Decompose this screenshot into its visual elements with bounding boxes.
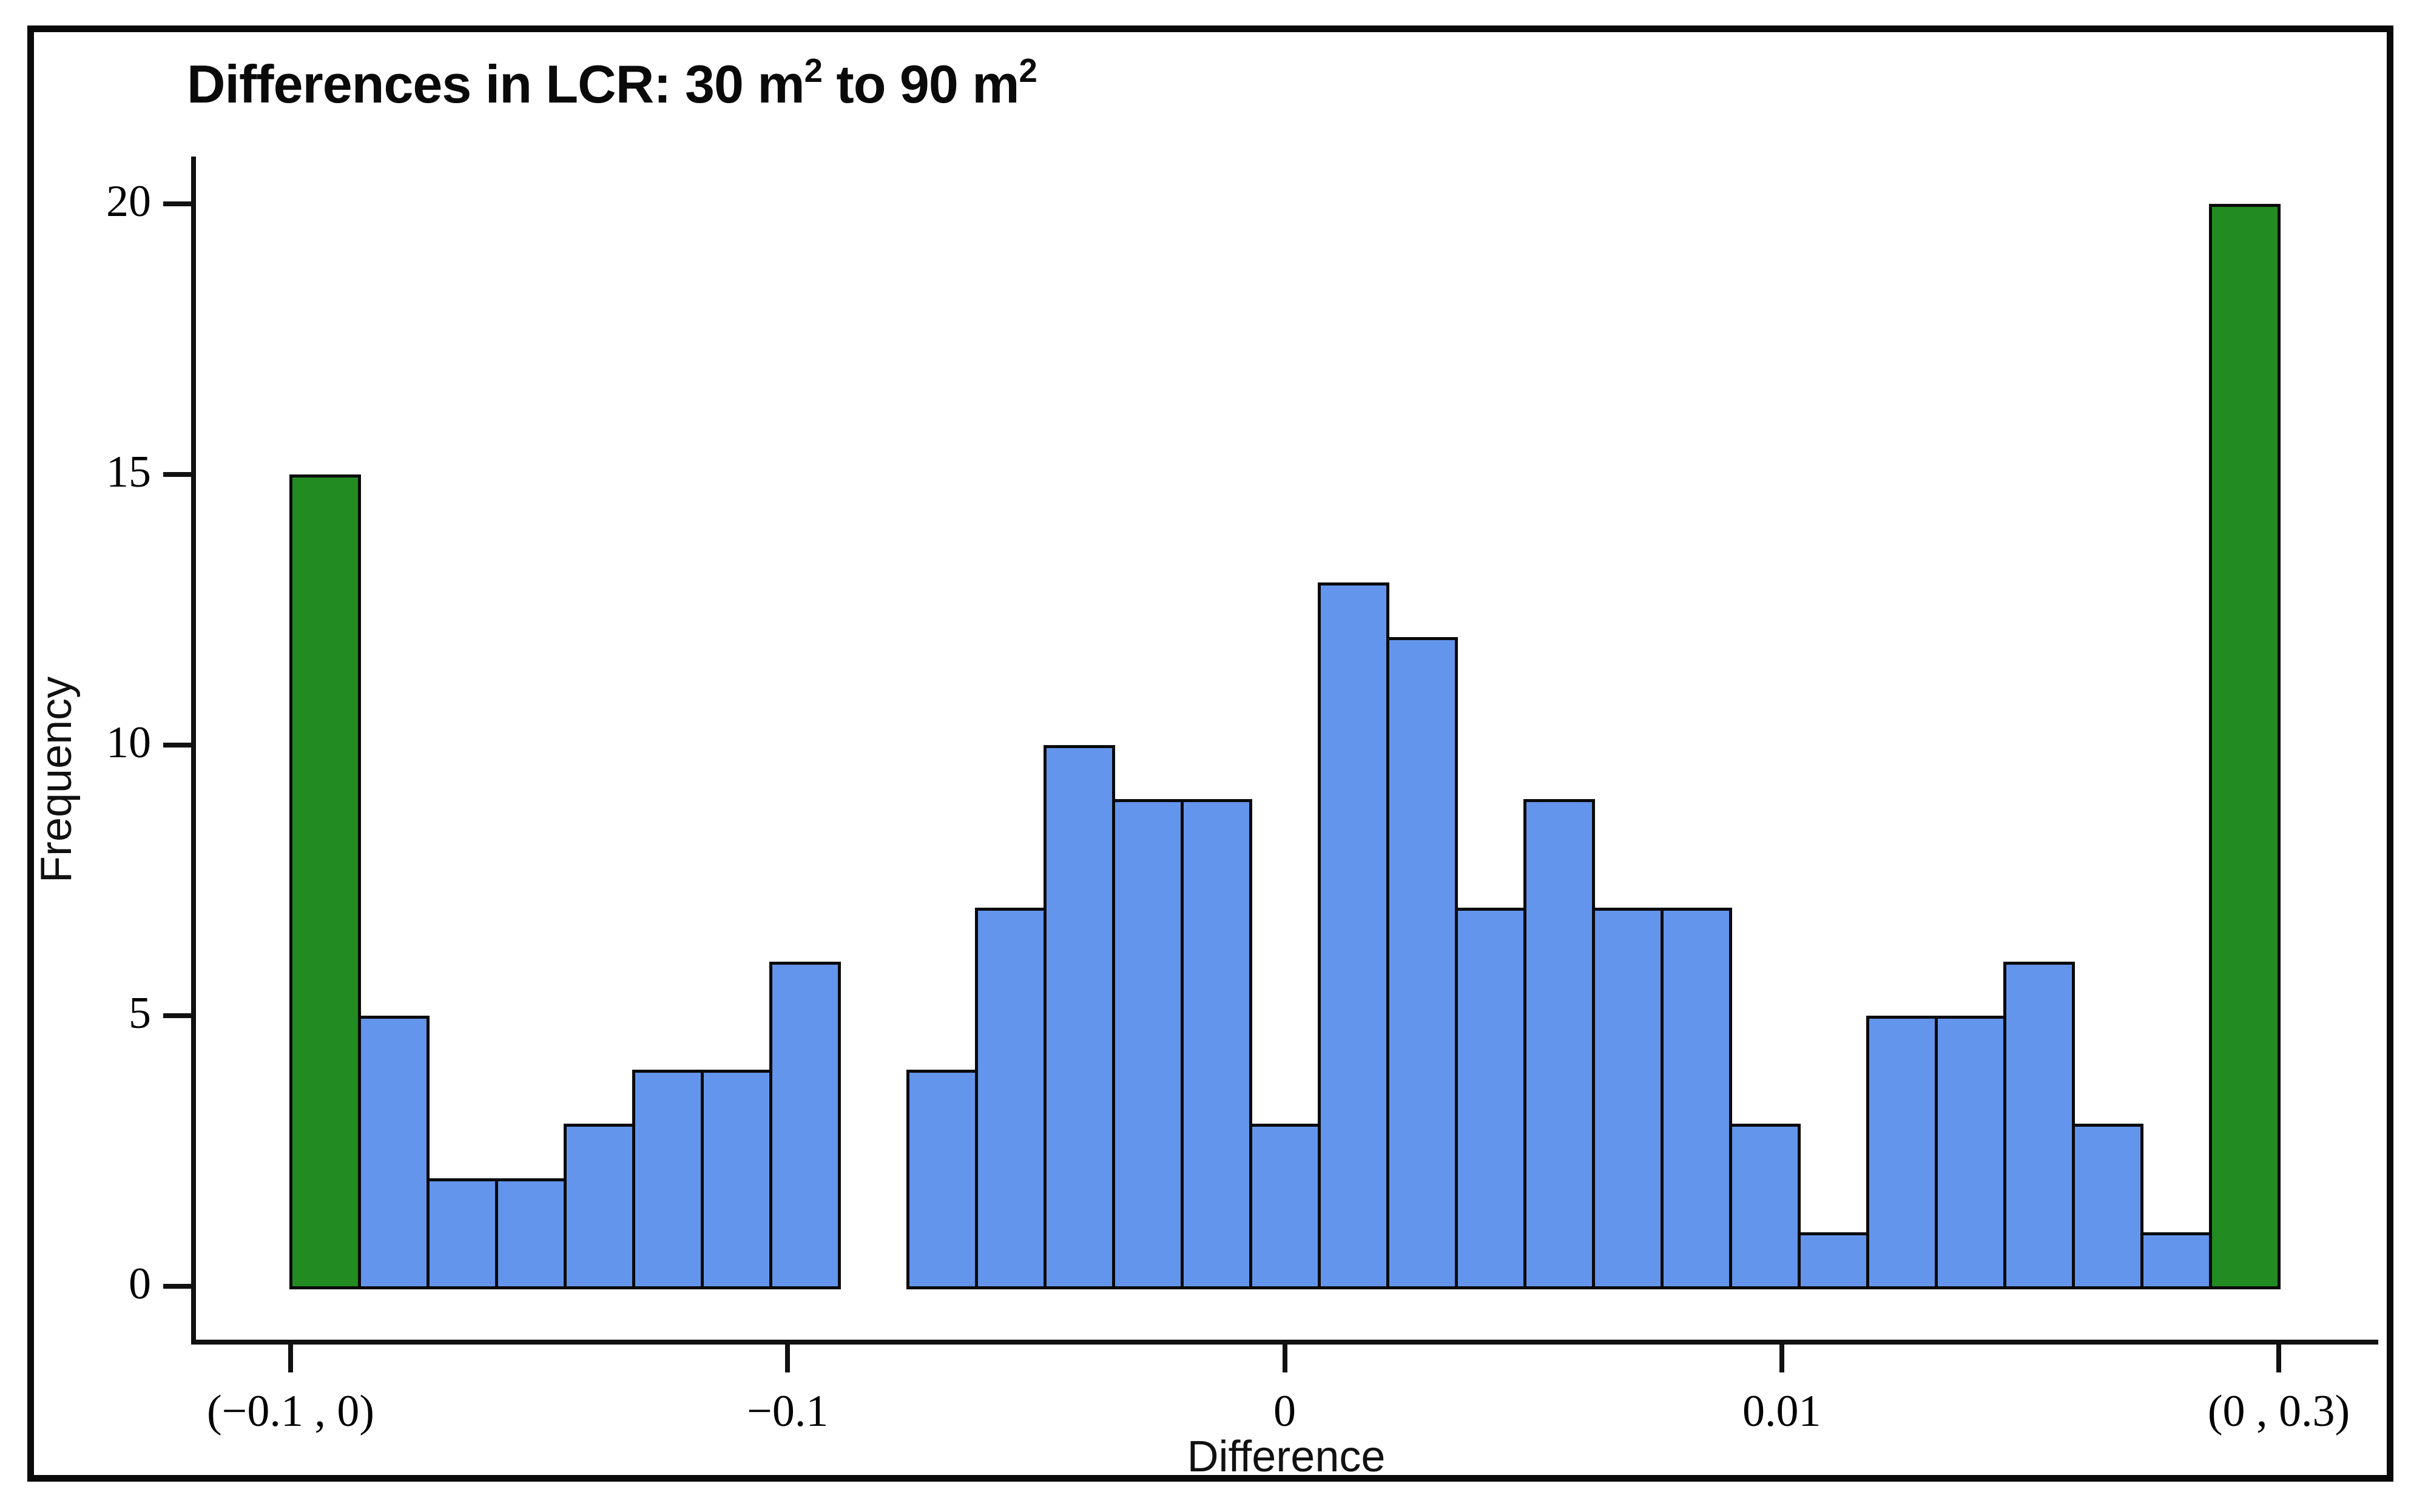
histogram-bar: [426, 1178, 498, 1289]
x-axis-tick-mark: [288, 1345, 293, 1372]
histogram-bar: [563, 1124, 635, 1289]
x-axis-tick-label: −0.1: [747, 1386, 829, 1436]
y-axis-tick-label: 15: [106, 447, 151, 497]
x-axis-tick-mark: [2276, 1345, 2281, 1372]
y-axis-tick-mark: [163, 201, 191, 206]
y-axis-tick-label: 10: [106, 718, 151, 768]
histogram-bar: [769, 961, 841, 1289]
histogram-bar: [974, 907, 1047, 1289]
chart-title-superscript: 2: [1019, 52, 1037, 90]
histogram-bar: [2208, 204, 2281, 1289]
histogram-bar: [906, 1070, 978, 1289]
histogram-bar: [1454, 907, 1526, 1289]
y-axis-tick-mark: [163, 472, 191, 477]
chart-title: Differences in LCR: 30 m2 to 90 m2: [187, 52, 1037, 115]
y-axis-tick-label: 20: [106, 177, 151, 226]
x-axis-tick-label: 0: [1273, 1386, 1296, 1436]
histogram-bar: [1728, 1124, 1801, 1289]
histogram-bar: [700, 1070, 772, 1289]
histogram-bar: [632, 1070, 704, 1289]
histogram-bar: [1317, 582, 1389, 1289]
histogram-bar: [1043, 745, 1115, 1289]
histogram-bar: [1111, 799, 1184, 1289]
figure-border-frame: [27, 25, 2393, 1482]
histogram-bar: [2140, 1232, 2212, 1289]
y-axis-tick-mark: [163, 743, 191, 748]
x-axis-tick-label: (0 , 0.3): [2207, 1386, 2350, 1436]
x-axis-tick-label: 0.01: [1742, 1386, 1821, 1436]
x-axis-title: Difference: [1187, 1433, 1386, 1481]
y-axis-tick-mark: [163, 1013, 191, 1018]
chart-title-text: Differences in LCR: 30 m: [187, 54, 805, 114]
histogram-bar: [1386, 636, 1458, 1289]
y-axis-tick-label: 5: [129, 988, 151, 1038]
chart-title-superscript: 2: [804, 52, 823, 90]
histogram-bar: [2003, 961, 2075, 1289]
histogram-bar: [2071, 1124, 2143, 1289]
x-axis-tick-mark: [1779, 1345, 1784, 1372]
histogram-bar: [1797, 1232, 1869, 1289]
y-axis-spine: [191, 157, 196, 1345]
histogram-bar: [1523, 799, 1595, 1289]
histogram-bar: [1866, 1016, 1938, 1289]
x-axis-spine: [191, 1340, 2378, 1345]
y-axis-tick-mark: [163, 1284, 191, 1289]
histogram-bar: [357, 1016, 430, 1289]
histogram-bar: [1660, 907, 1732, 1289]
x-axis-tick-mark: [785, 1345, 791, 1372]
histogram-bar: [1249, 1124, 1321, 1289]
chart-title-text: to 90 m: [821, 54, 1019, 114]
y-axis-title: Frequency: [32, 676, 81, 883]
y-axis-tick-label: 0: [129, 1259, 151, 1309]
histogram-bar: [289, 474, 361, 1289]
x-axis-tick-label: (−0.1 , 0): [206, 1386, 375, 1436]
histogram-bar: [1934, 1016, 2006, 1289]
histogram-bar: [1180, 799, 1252, 1289]
histogram-bar: [494, 1178, 567, 1289]
x-axis-tick-mark: [1282, 1345, 1287, 1372]
histogram-bar: [1591, 907, 1664, 1289]
